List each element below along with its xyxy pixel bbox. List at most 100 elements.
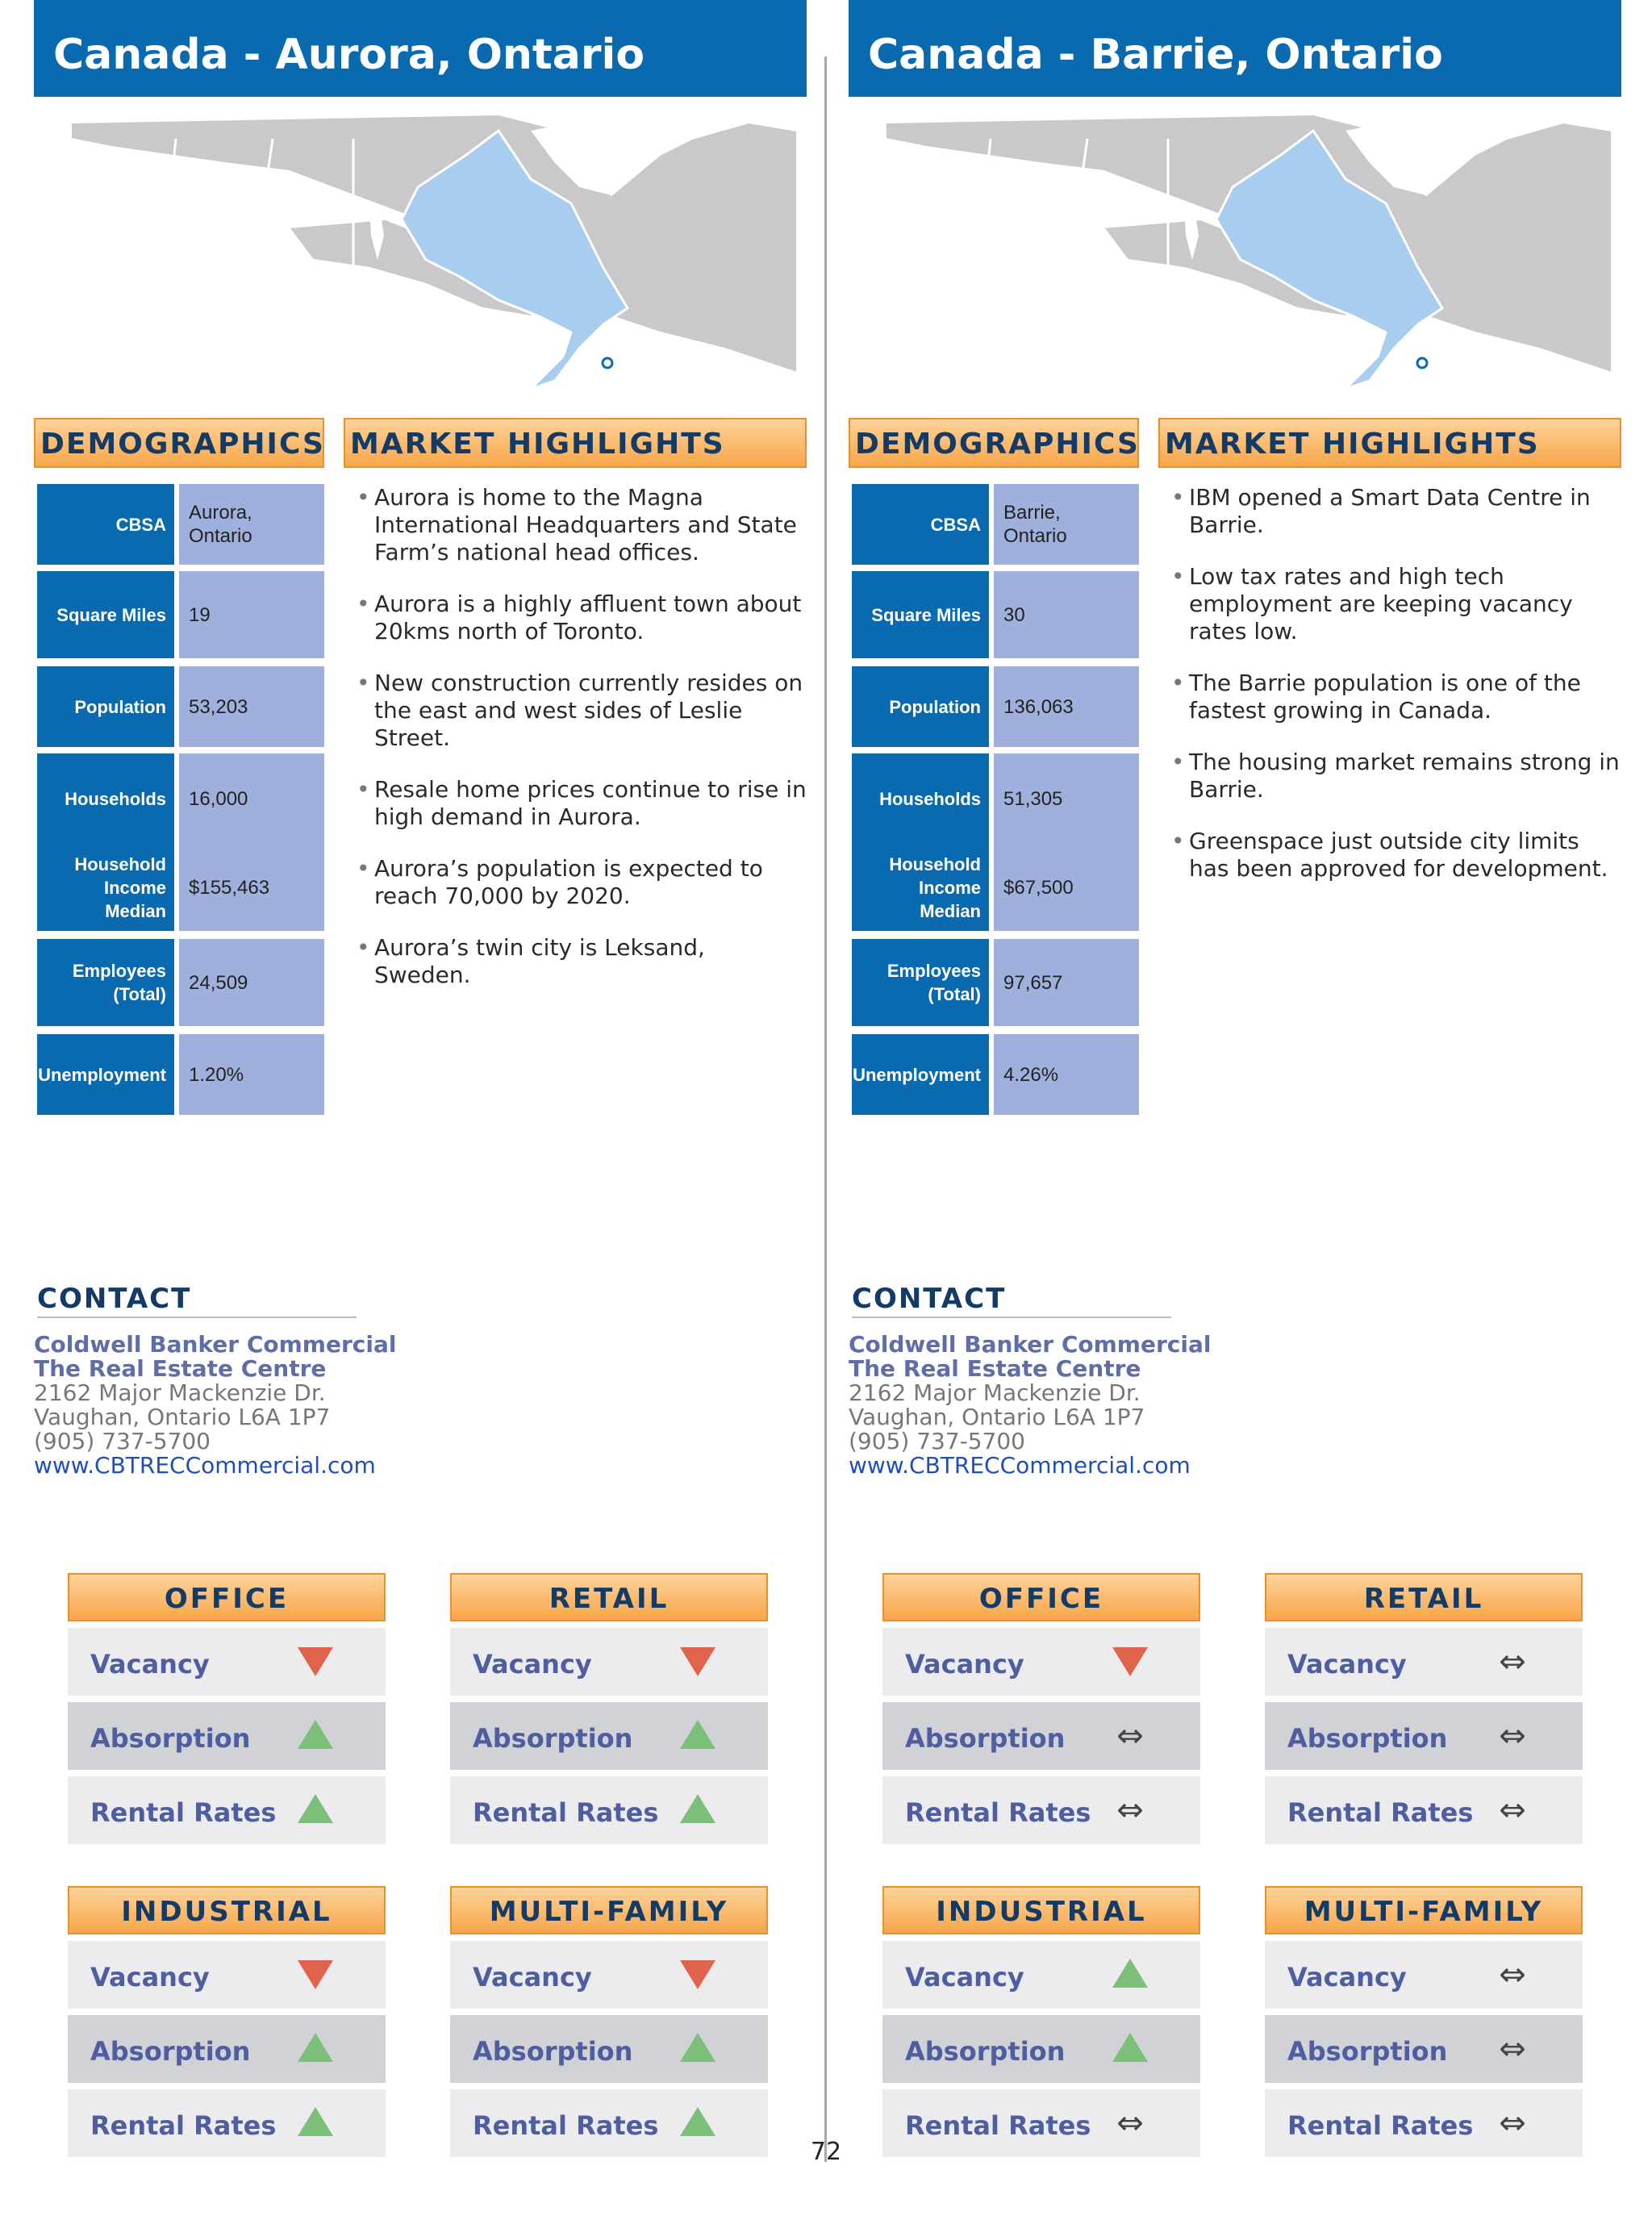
trend-arrow-icon [298,1720,333,1749]
demographics-label: CBSA [852,484,989,565]
sector-metric-row: Rental Rates ⇔ [882,2089,1200,2157]
metric-label: Vacancy [90,1649,210,1680]
trend-arrow-icon [1112,1647,1148,1676]
trend-up-icon [295,2030,336,2068]
sector-metric-row: Absorption [882,2015,1200,2083]
demographics-label: Household Income Median [37,844,174,931]
metric-label: Rental Rates [905,2110,1091,2141]
sector-metric-row: Absorption [450,2015,768,2083]
contact-heading: CONTACT [37,1283,192,1315]
demographics-row: Population 53,203 [37,666,324,747]
demographics-value: 19 [179,571,324,658]
trend-arrow-icon [1112,2033,1148,2062]
trend-flat-icon: ⇔ [1110,2104,1150,2143]
sector-metric-row: Rental Rates [68,2089,386,2157]
sector-multi-family: MULTI-FAMILY Vacancy Absorption Rental Rate… [450,1886,768,2157]
trend-flat-icon: ⇔ [1110,1717,1150,1755]
highlight-item: New construction currently resides on th… [357,670,808,752]
demographics-value: Barrie, Ontario [994,484,1139,565]
sector-metric-row: Vacancy ⇔ [1265,1628,1583,1696]
demographics-value: 1.20% [179,1034,324,1115]
trend-arrow-icon: ⇔ [1499,1792,1526,1829]
demographics-heading: DEMOGRAPHICS [40,428,325,461]
panel-title: Canada - Barrie, Ontario [868,31,1443,79]
sector-metric-row: Absorption ⇔ [1265,1702,1583,1770]
trend-arrow-icon: ⇔ [1499,1643,1526,1680]
trend-down-icon [678,1955,718,1994]
sector-metric-row: Rental Rates ⇔ [882,1776,1200,1844]
contact-heading: CONTACT [852,1283,1007,1315]
metric-label: Absorption [905,2036,1066,2067]
sector-metric-row: Vacancy [882,1628,1200,1696]
city-panel-1: Canada - Aurora, Ontario DEMOGRAPHICS MA… [34,0,808,2220]
trend-arrow-icon [298,1794,333,1823]
demographics-label: Households [37,753,174,844]
province-border [247,138,274,309]
demographics-row: Household Income Median $155,463 [37,844,324,931]
sector-metric-row: Absorption ⇔ [882,1702,1200,1770]
sector-metric-row: Vacancy [450,1628,768,1696]
demographics-row: CBSA Barrie, Ontario [852,484,1139,565]
trend-flat-icon: ⇔ [1110,1791,1150,1830]
contact-website-link[interactable]: www.CBTRECCommercial.com [849,1452,1191,1479]
trend-arrow-icon [1112,1959,1148,1988]
sector-header: MULTI-FAMILY [450,1886,768,1934]
sector-title: OFFICE [978,1583,1104,1615]
metric-label: Absorption [1287,1723,1448,1754]
title-bar: Canada - Aurora, Ontario [34,0,807,97]
demographics-heading: DEMOGRAPHICS [855,428,1140,461]
sector-header: OFFICE [882,1573,1200,1621]
sector-metric-row: Vacancy [68,1628,386,1696]
trend-down-icon [295,1955,336,1994]
demographics-row: Employees (Total) 97,657 [852,939,1139,1026]
demographics-value: $155,463 [179,844,324,931]
sector-multi-family: MULTI-FAMILY Vacancy ⇔ Absorption ⇔ Rental Ra… [1265,1886,1583,2157]
metric-label: Rental Rates [473,2110,659,2141]
city-marker [1416,357,1429,369]
trend-arrow-icon: ⇔ [1499,1717,1526,1755]
sector-office: OFFICE Vacancy Absorption ⇔ Rental Rates ⇔ [882,1573,1200,1844]
demographics-value: 53,203 [179,666,324,747]
sector-metric-row: Rental Rates [450,2089,768,2157]
trend-down-icon [295,1642,336,1681]
contact-address-line1: 2162 Major Mackenzie Dr. [849,1379,1141,1406]
contact-phone: (905) 737-5700 [849,1428,1025,1454]
province-border [1062,138,1089,309]
demographics-row: Employees (Total) 24,509 [37,939,324,1026]
demographics-row: Unemployment 4.26% [852,1034,1139,1115]
metric-label: Rental Rates [1287,1797,1474,1828]
highlight-item: Aurora is home to the Magna Internationa… [357,484,808,566]
hudson-bay [1345,123,1426,195]
trend-arrow-icon [680,1647,715,1676]
demographics-label: Unemployment [37,1034,174,1115]
contact-header: CONTACT [852,1283,1171,1318]
demographics-row: Square Miles 19 [37,571,324,658]
highlight-item: IBM opened a Smart Data Centre in Barrie… [1171,484,1623,539]
demographics-label: Population [852,666,989,747]
contact-office: The Real Estate Centre [34,1355,327,1382]
sector-industrial: INDUSTRIAL Vacancy Absorption Rental Rates [68,1886,386,2157]
metric-label: Absorption [1287,2036,1448,2067]
contact-website-link[interactable]: www.CBTRECCommercial.com [34,1452,376,1479]
demographics-row: Households 16,000 [37,753,324,844]
metric-label: Rental Rates [1287,2110,1474,2141]
trend-arrow-icon [298,1647,333,1676]
market-highlights-heading: MARKET HIGHLIGHTS [350,428,725,461]
trend-flat-icon: ⇔ [1492,1642,1533,1681]
metric-label: Rental Rates [90,1797,277,1828]
trend-arrow-icon [298,2033,333,2062]
contact-address-line2: Vaughan, Ontario L6A 1P7 [34,1404,331,1430]
demographics-value: 136,063 [994,666,1139,747]
highlight-item: Aurora is a highly affluent town about 2… [357,590,808,645]
trend-flat-icon: ⇔ [1492,1791,1533,1830]
demographics-header: DEMOGRAPHICS [34,418,324,468]
trend-flat-icon: ⇔ [1492,1717,1533,1755]
province-border [973,138,992,301]
trend-down-icon [678,1642,718,1681]
trend-up-icon [678,1717,718,1755]
contact-details: Coldwell Banker Commercial The Real Esta… [34,1333,760,1478]
city-marker [601,357,614,369]
trend-up-icon [295,1791,336,1830]
sector-header: RETAIL [1265,1573,1583,1621]
metric-label: Absorption [90,1723,251,1754]
